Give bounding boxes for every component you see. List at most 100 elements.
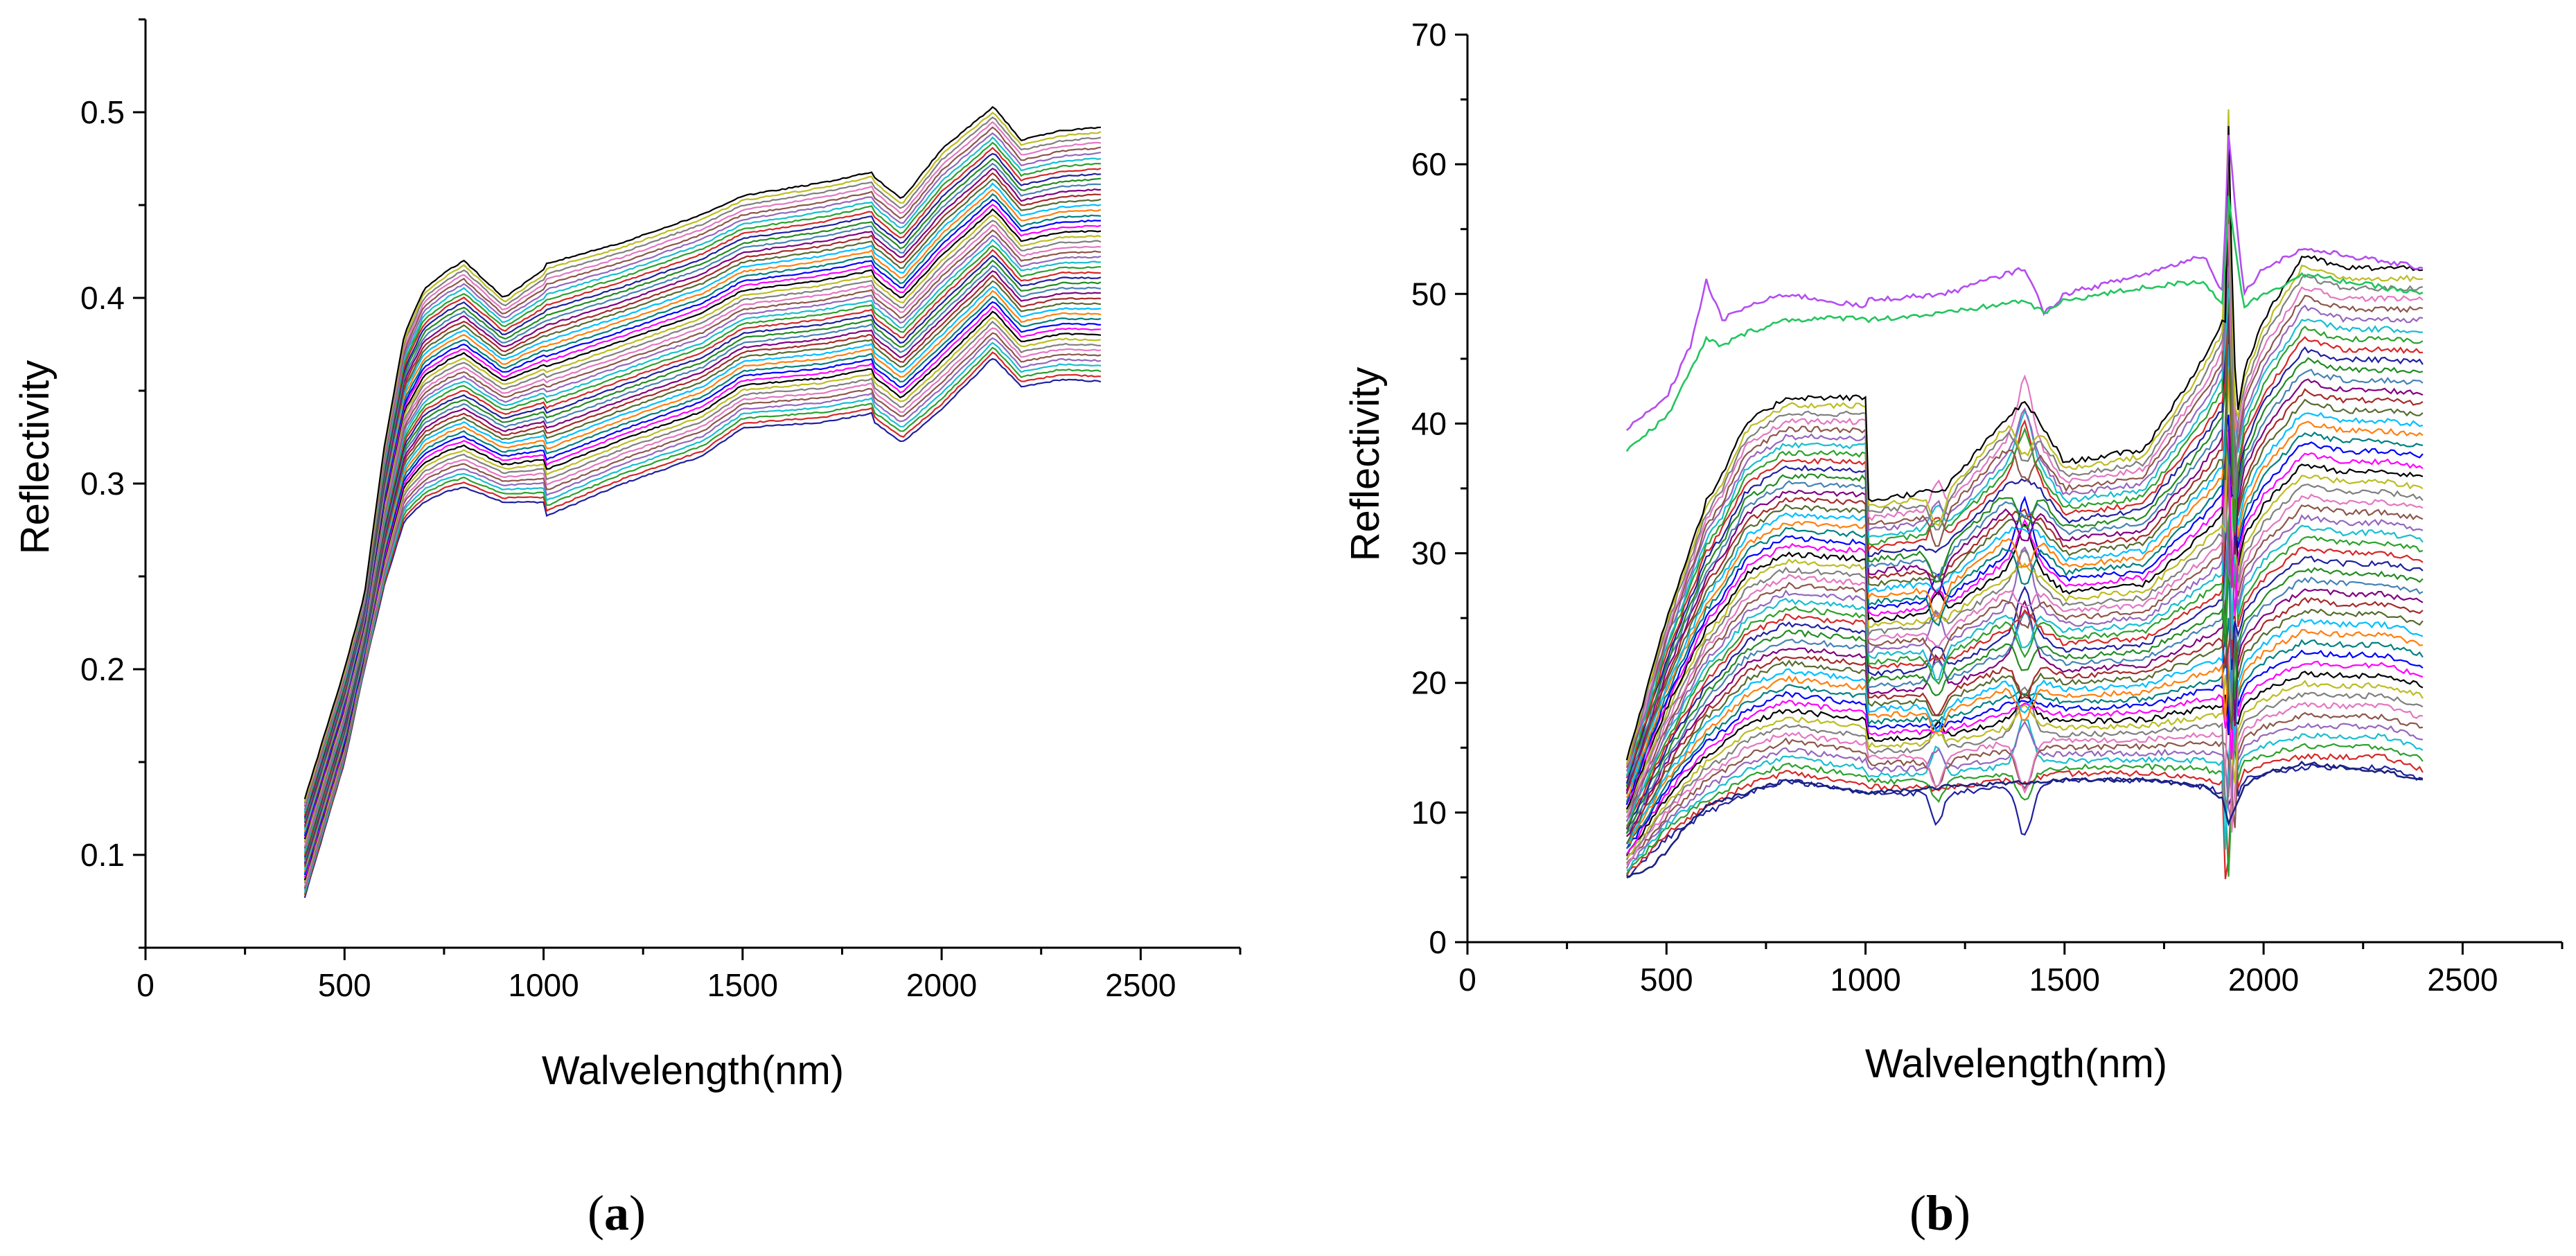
series-line bbox=[1625, 732, 2424, 877]
series-line bbox=[303, 198, 1101, 836]
series-line-top-upper bbox=[1625, 134, 2424, 432]
y-tick-label: 60 bbox=[1411, 146, 1447, 182]
series-line bbox=[303, 280, 1102, 867]
series-line bbox=[303, 136, 1102, 812]
x-tick-label: 0 bbox=[1458, 962, 1476, 998]
series-line bbox=[1625, 545, 2424, 845]
series-line bbox=[1625, 567, 2424, 834]
x-tick-label: 2000 bbox=[906, 967, 977, 1003]
series-line bbox=[303, 357, 1102, 899]
series-line bbox=[303, 270, 1101, 864]
series-line bbox=[1625, 224, 2424, 766]
series-line bbox=[1625, 639, 2424, 855]
series-line bbox=[1625, 439, 2424, 818]
series-line bbox=[1625, 714, 2424, 880]
axes-a: 0 500 1000 1500 2000 2500 0.1 0.2 0.3 0.4 0.5 bbox=[80, 18, 1242, 1003]
series-line bbox=[303, 182, 1102, 830]
x-tick-label: 1500 bbox=[707, 967, 778, 1003]
series-line bbox=[1625, 423, 2424, 813]
y-tick-label: 30 bbox=[1411, 536, 1447, 572]
series-line bbox=[303, 188, 1102, 831]
series-line bbox=[1625, 437, 2424, 818]
series-line-bottom bbox=[1626, 760, 2423, 878]
series-line bbox=[303, 337, 1102, 890]
series-line bbox=[1625, 278, 2424, 795]
x-tick-label: 2500 bbox=[1105, 967, 1176, 1003]
series-line bbox=[303, 316, 1102, 883]
y-tick-label: 0.2 bbox=[80, 651, 125, 687]
y-tick-label: 0.1 bbox=[80, 837, 125, 873]
series-line bbox=[1626, 556, 2424, 837]
series-line bbox=[303, 321, 1101, 884]
x-tick-label: 2000 bbox=[2228, 962, 2299, 998]
series-line bbox=[1625, 481, 2424, 827]
series-line bbox=[303, 295, 1102, 874]
x-tick-label: 500 bbox=[318, 967, 371, 1003]
series-line bbox=[303, 193, 1101, 834]
series-line bbox=[303, 147, 1102, 816]
series-line bbox=[303, 327, 1102, 887]
series-line bbox=[1625, 154, 2424, 777]
series-line bbox=[1625, 241, 2424, 788]
series-line bbox=[1625, 421, 2424, 802]
panel-label-b-open: ( bbox=[1909, 1185, 1926, 1241]
chart-panel-a: 0 500 1000 1500 2000 2500 0.1 0.2 0.3 0.4 0.5 Refl… bbox=[12, 18, 1242, 1241]
x-tick-label: 500 bbox=[1640, 962, 1693, 998]
series-line bbox=[1626, 617, 2424, 849]
x-axis-label-b: Walvelength(nm) bbox=[1865, 1041, 2167, 1086]
series-line bbox=[303, 220, 1102, 843]
series-line bbox=[303, 301, 1101, 876]
series-line bbox=[303, 208, 1102, 840]
series-line bbox=[1625, 221, 2424, 768]
axes-b: 0 500 1000 1500 2000 2500 0 10 20 30 40 50 60 70 bbox=[1411, 17, 2564, 998]
series-line bbox=[303, 305, 1101, 878]
series-line bbox=[1625, 125, 2424, 761]
y-tick-label: 50 bbox=[1411, 276, 1447, 312]
series-line bbox=[303, 121, 1102, 806]
x-tick-label: 1000 bbox=[1830, 962, 1900, 998]
series-line bbox=[1625, 333, 2424, 810]
series-line bbox=[303, 245, 1101, 854]
x-axis-label-a: Walvelength(nm) bbox=[542, 1048, 844, 1093]
series-line bbox=[1626, 674, 2424, 858]
series-line bbox=[1625, 271, 2424, 787]
series-line bbox=[303, 106, 1101, 799]
series-line bbox=[303, 290, 1102, 872]
chart-panel-b: 0 500 1000 1500 2000 2500 0 10 20 30 40 50 60 70 Refl… bbox=[1343, 17, 2564, 1241]
panel-label-a-open: ( bbox=[588, 1185, 604, 1241]
panel-label-b: (b) bbox=[1909, 1185, 1970, 1241]
series-line bbox=[1625, 424, 2424, 804]
x-tick-label: 1000 bbox=[508, 967, 579, 1003]
panel-label-a-close: ) bbox=[629, 1185, 646, 1241]
y-axis-label-b: Reflectivity bbox=[1343, 367, 1388, 561]
series-line bbox=[1625, 475, 2424, 822]
series-line bbox=[1625, 450, 2424, 829]
series-line bbox=[303, 172, 1101, 826]
series-line bbox=[303, 204, 1102, 838]
x-tick-label: 1500 bbox=[2029, 962, 2100, 998]
series-line bbox=[303, 116, 1102, 804]
series-line bbox=[303, 274, 1101, 865]
y-axis-label-a: Reflectivity bbox=[12, 360, 58, 554]
series-line bbox=[303, 346, 1102, 894]
series-line bbox=[1625, 229, 2424, 784]
y-tick-label: 0.5 bbox=[80, 94, 125, 130]
series-line bbox=[303, 132, 1102, 811]
series-line bbox=[303, 224, 1101, 847]
y-tick-label: 0.4 bbox=[80, 280, 125, 316]
series-line bbox=[1625, 426, 2424, 822]
series-line bbox=[303, 259, 1102, 860]
series-line bbox=[1625, 414, 2424, 806]
series-line bbox=[1625, 147, 2424, 765]
series-line bbox=[303, 152, 1102, 818]
series-line bbox=[303, 285, 1102, 870]
series-line bbox=[303, 342, 1102, 892]
series-line bbox=[303, 178, 1102, 828]
series-line bbox=[303, 229, 1101, 849]
series-line bbox=[303, 351, 1101, 896]
series-line bbox=[303, 249, 1101, 856]
series-line bbox=[1625, 373, 2424, 799]
series-line bbox=[303, 254, 1102, 858]
y-tick-label: 40 bbox=[1411, 405, 1447, 441]
